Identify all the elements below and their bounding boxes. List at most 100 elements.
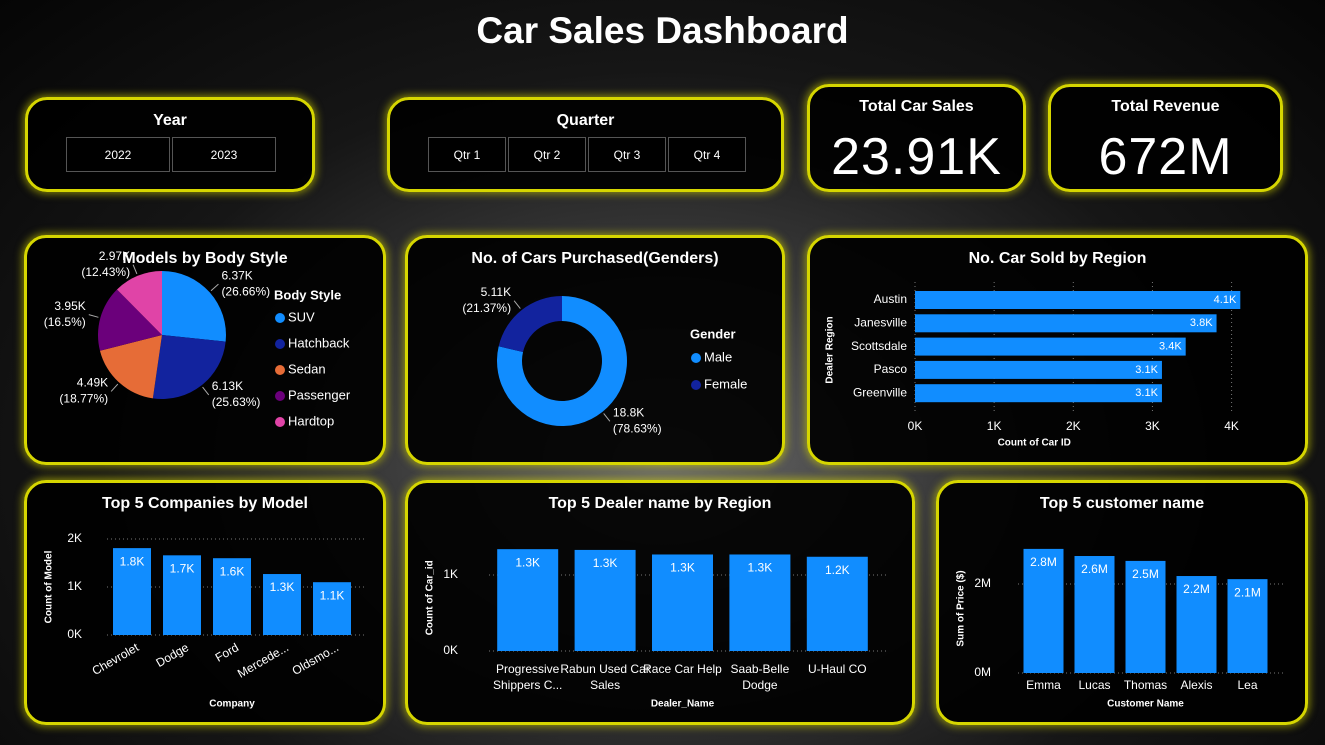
data-label: 3.1K bbox=[1135, 364, 1158, 376]
chart-panel: No. of Cars Purchased(Genders) 18.8K (78.6… bbox=[405, 235, 785, 465]
slice bbox=[497, 296, 627, 426]
legend-marker bbox=[691, 380, 701, 390]
chart: Top 5 Dealer name by Region 0K 1K 1.3K Progr… bbox=[425, 495, 886, 710]
chart-title: Top 5 Companies by Model bbox=[102, 495, 308, 512]
legend-marker bbox=[275, 391, 285, 401]
data-label: 1.1K bbox=[320, 588, 345, 602]
slice bbox=[98, 289, 162, 351]
legend-marker bbox=[275, 339, 285, 349]
y-tick-label: 2K bbox=[67, 531, 82, 545]
legend-marker bbox=[275, 417, 285, 427]
data-label: 1.7K bbox=[170, 561, 195, 575]
x-tick-label: 0K bbox=[908, 419, 923, 433]
y-tick-label: Austin bbox=[874, 292, 907, 306]
legend-label: Passenger bbox=[288, 387, 351, 402]
x-axis-title: Count of Car ID bbox=[998, 438, 1071, 449]
bar bbox=[163, 555, 201, 635]
x-tick-label-box: Race Car Help bbox=[643, 662, 722, 676]
percent-label: (26.66%) bbox=[221, 284, 270, 298]
x-tick-label: 2K bbox=[1066, 419, 1081, 433]
chart-panel: No. Car Sold by Region 0K 1K 2K 3K 4K 4.1K Aust… bbox=[807, 235, 1308, 465]
slicer-option[interactable]: 2022 bbox=[66, 137, 170, 172]
data-label: 1.3K bbox=[270, 580, 295, 594]
y-tick-label: 1K bbox=[67, 579, 82, 593]
x-tick-label: Lea bbox=[1237, 678, 1257, 692]
bar bbox=[1125, 560, 1166, 673]
chart-panel: Models by Body Style 6.37K (26.66%) 6.13K (2… bbox=[24, 235, 386, 465]
x-axis-title: Company bbox=[209, 699, 255, 710]
data-label: 4.1K bbox=[1214, 294, 1237, 306]
x-tick-label-box: Progressive Shippers C... bbox=[493, 662, 563, 692]
bar bbox=[915, 360, 1162, 379]
data-label: 2.97K bbox=[99, 249, 130, 263]
x-tick-label: Mercede... bbox=[235, 640, 291, 680]
chart-panel: Top 5 Companies by Model 0K 1K 2K 1.8K Chevro… bbox=[24, 480, 386, 725]
leader-line bbox=[132, 264, 138, 275]
dashboard-title: Car Sales Dashboard bbox=[476, 10, 849, 51]
slicer-option[interactable]: Qtr 1 bbox=[428, 137, 506, 172]
chart-title: Models by Body Style bbox=[122, 250, 287, 267]
legend-title: Gender bbox=[690, 326, 736, 341]
legend-label: Hardtop bbox=[288, 413, 334, 428]
slice bbox=[152, 335, 226, 399]
x-tick-label: Progressive Shippers C... bbox=[493, 662, 563, 692]
percent-label: (21.37%) bbox=[462, 301, 511, 315]
x-tick-label: Dodge bbox=[153, 640, 191, 670]
data-label: 1.6K bbox=[220, 564, 245, 578]
chart-title: No. Car Sold by Region bbox=[969, 250, 1147, 267]
percent-label: (25.63%) bbox=[212, 395, 261, 409]
bar bbox=[1023, 548, 1064, 673]
data-label: 2.8M bbox=[1030, 555, 1057, 569]
data-label: 1.3K bbox=[593, 556, 618, 570]
legend-label: Sedan bbox=[288, 361, 326, 376]
x-tick-label: Rabun Used Car Sales bbox=[560, 662, 650, 692]
leader-line bbox=[603, 413, 611, 422]
bar bbox=[652, 554, 713, 651]
x-tick-label: Ford bbox=[213, 640, 241, 664]
slicer-option[interactable]: Qtr 4 bbox=[668, 137, 746, 172]
chart-panel: Top 5 customer name 0M 2M 2.8M Emma 2.6M Lucas… bbox=[936, 480, 1308, 725]
data-label: 1.3K bbox=[748, 561, 773, 575]
slice bbox=[162, 271, 226, 342]
y-axis-title: Sum of Price ($) bbox=[956, 570, 967, 646]
bar bbox=[1176, 576, 1217, 673]
legend-label: Male bbox=[704, 349, 732, 364]
data-label: 2.2M bbox=[1183, 582, 1210, 596]
x-tick-label: 4K bbox=[1224, 419, 1239, 433]
y-tick-label: Pasco bbox=[874, 362, 908, 376]
y-axis-title: Count of Car_id bbox=[425, 560, 436, 635]
slice bbox=[99, 335, 162, 399]
data-label: 6.13K bbox=[212, 379, 243, 393]
data-label: 1.3K bbox=[670, 561, 695, 575]
bar bbox=[574, 549, 636, 651]
quarter-slicer: Quarter Qtr 1 Qtr 2 Qtr 3 Qtr 4 bbox=[387, 97, 784, 192]
year-slicer: Year 2022 2023 bbox=[25, 97, 315, 192]
leader-line bbox=[88, 314, 99, 318]
card-label: Total Revenue bbox=[1111, 98, 1220, 115]
leader-line bbox=[513, 300, 521, 309]
x-axis-title: Customer Name bbox=[1107, 699, 1184, 710]
legend-label: Hatchback bbox=[288, 335, 350, 350]
y-tick-label: 2M bbox=[974, 576, 991, 590]
slicer-option[interactable]: 2023 bbox=[172, 137, 276, 172]
bar bbox=[313, 582, 351, 635]
data-label: 1.8K bbox=[120, 554, 145, 568]
slicer-option[interactable]: Qtr 2 bbox=[508, 137, 586, 172]
card-value: 23.91K bbox=[831, 128, 1002, 186]
data-label: 6.37K bbox=[221, 268, 252, 282]
bar bbox=[729, 554, 791, 651]
x-tick-label: Race Car Help bbox=[643, 662, 722, 676]
chart: Top 5 customer name 0M 2M 2.8M Emma 2.6M Lucas… bbox=[956, 495, 1283, 710]
data-label: 1.2K bbox=[825, 563, 850, 577]
bar bbox=[806, 556, 868, 651]
y-tick-label: Greenville bbox=[853, 385, 907, 399]
legend-label: Female bbox=[704, 376, 747, 391]
x-tick-label: Chevrolet bbox=[90, 640, 142, 678]
slicer-option[interactable]: Qtr 3 bbox=[588, 137, 666, 172]
x-tick-label: Emma bbox=[1026, 678, 1061, 692]
leader-line bbox=[110, 383, 119, 392]
percent-label: (12.43%) bbox=[81, 265, 130, 279]
y-tick-label: Janesville bbox=[854, 315, 907, 329]
kpi-card: Total Revenue 672M bbox=[1048, 84, 1283, 192]
